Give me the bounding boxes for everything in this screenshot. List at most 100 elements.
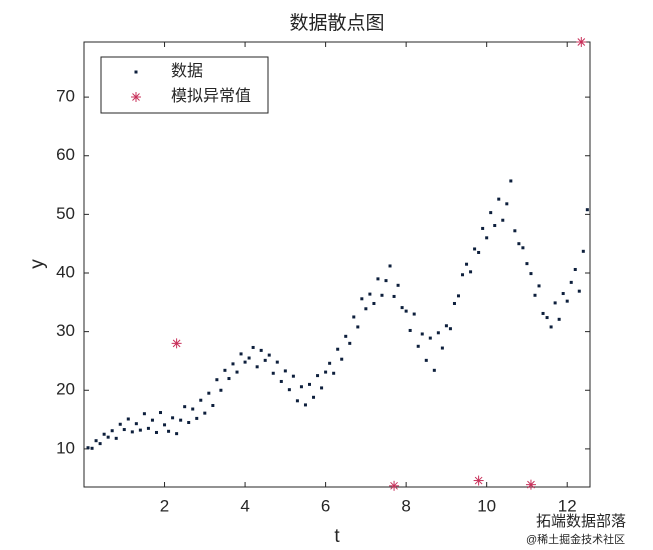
- data-point: [424, 358, 428, 362]
- data-point: [452, 301, 456, 305]
- data-point: [569, 280, 573, 284]
- data-point: [255, 365, 259, 369]
- asterisk-stroke: [172, 339, 181, 348]
- asterisk-stroke: [132, 93, 140, 101]
- data-point: [179, 418, 183, 422]
- data-point: [505, 202, 509, 206]
- data-point: [126, 417, 130, 421]
- data-point: [501, 218, 505, 222]
- data-point: [235, 370, 239, 374]
- watermark-brand: 拓端数据部落: [536, 513, 626, 530]
- data-point: [392, 294, 396, 298]
- data-point: [368, 292, 372, 296]
- legend-marker: [134, 70, 138, 74]
- data-point: [412, 312, 416, 316]
- asterisk-marker: [473, 475, 484, 486]
- y-tick-label: 20: [56, 380, 75, 399]
- asterisk-marker: [389, 480, 400, 491]
- data-point: [227, 377, 231, 381]
- data-point: [219, 388, 223, 392]
- data-point: [98, 442, 102, 446]
- data-point: [573, 267, 577, 271]
- data-point: [364, 307, 368, 311]
- data-point: [513, 229, 517, 233]
- data-point: [428, 336, 432, 340]
- asterisk-stroke: [390, 481, 398, 490]
- data-point: [432, 368, 436, 372]
- data-point: [400, 306, 404, 310]
- data-point: [167, 429, 171, 433]
- data-point: [106, 435, 110, 439]
- data-point: [553, 301, 557, 305]
- data-point: [211, 404, 215, 408]
- data-point: [187, 421, 191, 425]
- data-point: [279, 379, 283, 383]
- data-point: [324, 370, 328, 374]
- legend-label: 数据: [171, 62, 203, 80]
- data-point: [320, 386, 324, 390]
- data-point: [175, 432, 179, 436]
- data-point: [102, 432, 106, 436]
- x-tick-label: 2: [160, 496, 169, 515]
- x-tick-label: 8: [401, 496, 410, 515]
- data-point: [537, 284, 541, 288]
- data-point: [171, 416, 175, 420]
- data-point: [404, 309, 408, 313]
- data-point: [440, 346, 444, 350]
- data-point: [456, 294, 460, 298]
- data-point: [251, 345, 255, 349]
- data-point: [199, 398, 203, 402]
- data-point: [469, 270, 473, 274]
- data-point: [134, 422, 138, 426]
- data-point: [380, 293, 384, 297]
- data-point: [118, 422, 122, 426]
- data-point: [408, 328, 412, 332]
- data-point: [396, 283, 400, 287]
- x-tick-label: 6: [321, 496, 330, 515]
- data-point: [436, 331, 440, 335]
- data-point: [291, 374, 295, 378]
- data-point: [239, 352, 243, 356]
- data-point: [360, 297, 364, 301]
- data-point: [477, 250, 481, 254]
- data-point: [485, 236, 489, 240]
- data-point: [231, 362, 235, 366]
- data-point: [191, 407, 195, 411]
- x-tick-label: 4: [240, 496, 249, 515]
- data-point: [444, 324, 448, 328]
- data-point: [384, 279, 388, 283]
- data-point: [267, 353, 271, 357]
- data-point: [90, 446, 94, 450]
- data-point: [448, 327, 452, 331]
- data-point: [312, 395, 316, 399]
- data-point: [263, 358, 267, 362]
- data-point: [183, 405, 187, 409]
- y-tick-label: 50: [56, 204, 75, 223]
- data-point: [146, 426, 150, 430]
- data-point: [142, 412, 146, 416]
- data-point: [203, 411, 207, 415]
- data-point: [461, 273, 465, 277]
- data-point: [489, 211, 493, 215]
- legend-label: 模拟异常值: [171, 87, 251, 105]
- asterisk-stroke: [474, 476, 483, 485]
- data-point: [215, 378, 219, 382]
- asterisk-marker: [131, 92, 141, 102]
- data-point: [372, 301, 376, 305]
- data-point: [154, 430, 158, 434]
- data-point: [110, 429, 114, 433]
- chart-title: 数据散点图: [289, 12, 384, 34]
- data-point: [94, 439, 98, 443]
- data-point: [517, 242, 521, 246]
- y-tick-label: 60: [56, 145, 75, 164]
- data-point: [533, 293, 537, 297]
- data-point: [465, 262, 469, 266]
- data-point: [86, 446, 90, 450]
- legend-box: [100, 56, 269, 114]
- x-tick-label: 10: [477, 496, 496, 515]
- data-point: [473, 247, 477, 251]
- data-point: [114, 436, 118, 440]
- asterisk-marker: [171, 338, 182, 349]
- data-point: [271, 371, 275, 375]
- data-point: [529, 272, 533, 276]
